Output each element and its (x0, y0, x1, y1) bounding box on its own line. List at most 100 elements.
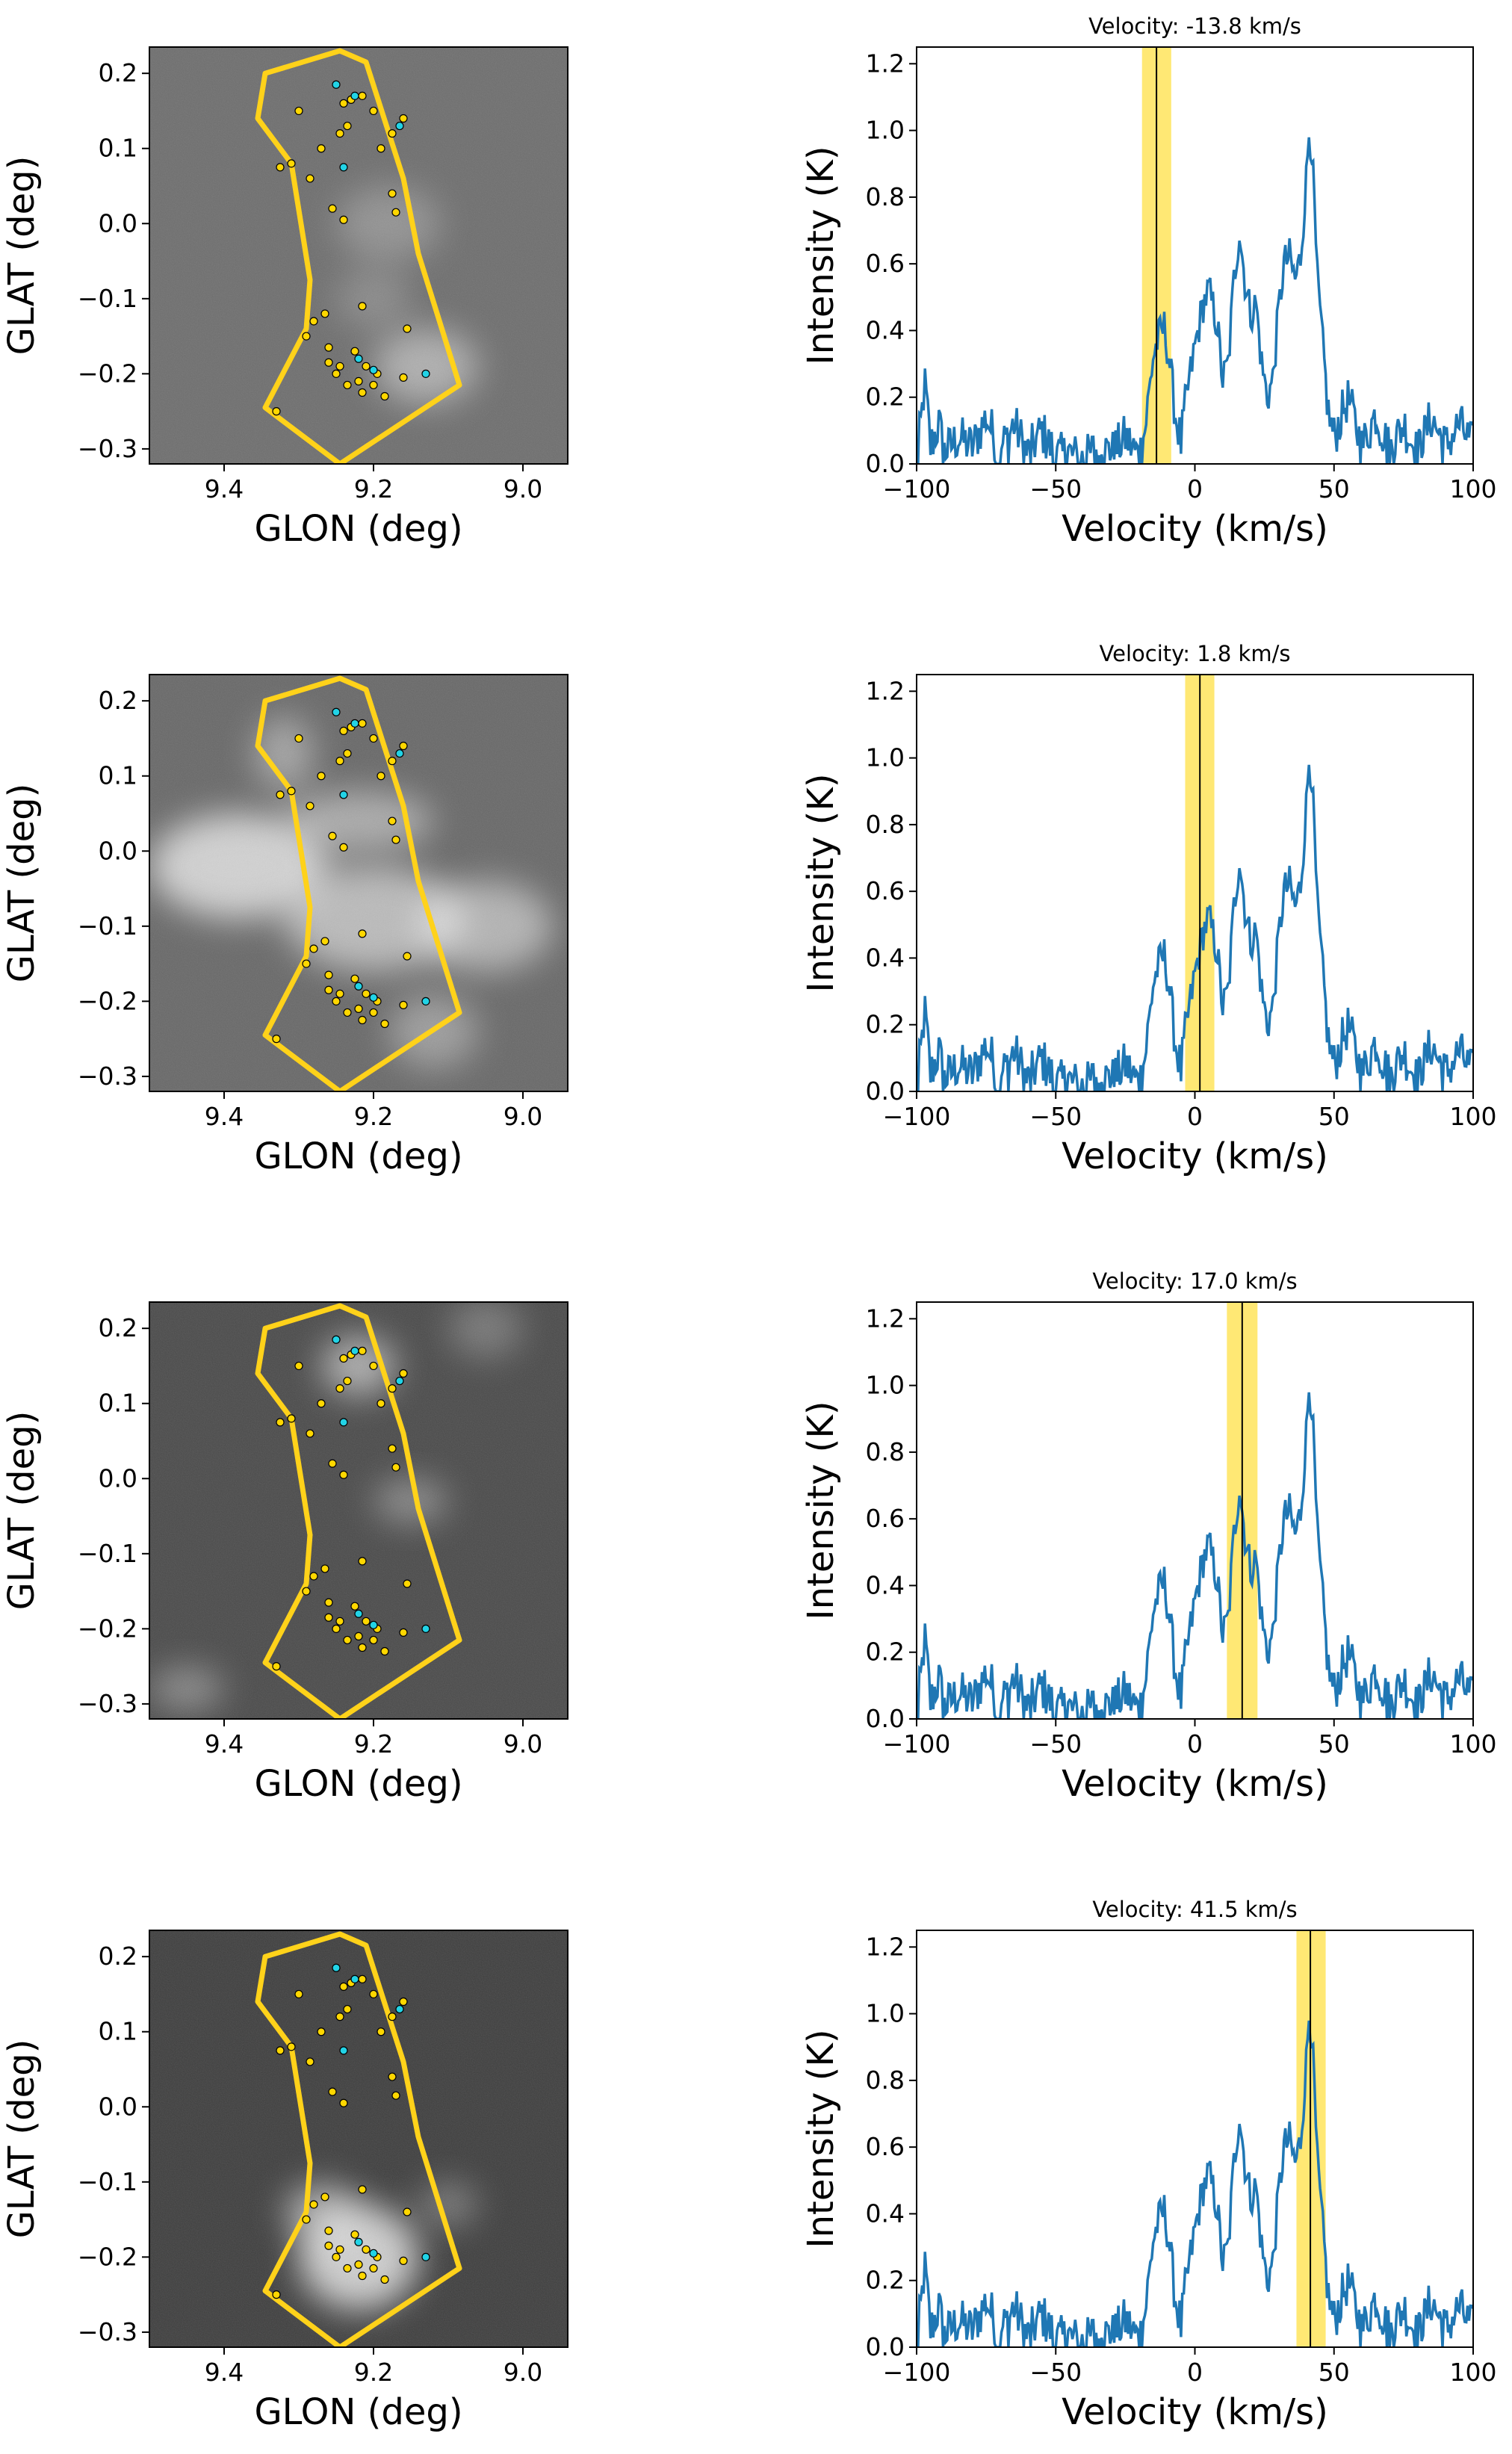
map-frame (149, 46, 568, 465)
source-marker-yellow (399, 1628, 408, 1637)
source-marker-yellow (377, 1399, 385, 1408)
source-marker-yellow (343, 749, 352, 758)
map-ylabel: GLAT (deg) (1, 156, 43, 356)
spectrum-ylabel: Intensity (K) (800, 2029, 842, 2248)
spectrum-xtick-label: −50 (1029, 1102, 1082, 1131)
spectrum-title: Velocity: -13.8 km/s (1088, 13, 1301, 39)
source-marker-yellow (369, 380, 378, 390)
region-outline (255, 48, 462, 464)
source-marker-yellow (328, 1459, 337, 1468)
source-marker-yellow (276, 2046, 285, 2055)
source-marker-yellow (369, 734, 378, 743)
source-marker-yellow (339, 99, 348, 108)
source-marker-cyan (339, 1418, 348, 1427)
map-ytick-label: 0.1 (99, 2017, 137, 2046)
source-marker-yellow (328, 831, 337, 840)
source-marker-yellow (335, 757, 344, 766)
spectrum-xtick-label: −100 (883, 1729, 951, 1759)
source-marker-cyan (395, 2004, 404, 2014)
map-xtick-label: 9.0 (504, 2358, 542, 2387)
source-marker-yellow (388, 1444, 397, 1453)
source-marker-yellow (358, 1346, 367, 1355)
map-ytick-label: −0.3 (78, 434, 137, 463)
source-marker-yellow (343, 1376, 352, 1386)
source-marker-yellow (294, 1361, 303, 1371)
source-marker-yellow (339, 843, 348, 852)
spectrum-ytick-label: 0.4 (866, 943, 905, 972)
map-ytick-label: −0.3 (78, 1689, 137, 1718)
spectrum-ytick-label: 0.6 (866, 1504, 905, 1533)
spectrum-ytick-label: 1.0 (866, 116, 905, 145)
map-ytick-label: 0.0 (99, 836, 137, 865)
spectrum-xtick-label: 100 (1450, 1102, 1497, 1131)
source-marker-yellow (358, 1557, 367, 1566)
source-marker-cyan (421, 1624, 430, 1633)
spectrum-xlabel: Velocity (km/s) (1062, 1135, 1328, 1177)
map-ytick-label: 0.2 (99, 1313, 137, 1342)
source-marker-yellow (317, 1399, 326, 1408)
source-marker-yellow (403, 324, 412, 333)
source-marker-yellow (358, 1015, 367, 1025)
source-marker-yellow (380, 2275, 389, 2284)
source-marker-cyan (369, 993, 378, 1002)
source-marker-yellow (399, 373, 408, 382)
source-marker-yellow (302, 2215, 311, 2224)
source-marker-yellow (399, 1000, 408, 1009)
region-outline (255, 1303, 462, 1719)
map-ylabel: GLAT (deg) (1, 784, 43, 983)
map-image (149, 47, 568, 464)
source-marker-yellow (324, 985, 333, 994)
source-marker-yellow (335, 1384, 344, 1393)
source-marker-cyan (332, 1963, 341, 1972)
source-marker-yellow (388, 817, 397, 825)
spectrum-ytick-label: 1.2 (866, 1932, 905, 1961)
source-marker-yellow (276, 790, 285, 799)
source-marker-yellow (328, 2087, 337, 2096)
map-ytick-label: 0.1 (99, 761, 137, 790)
map-xtick-label: 9.2 (354, 474, 393, 503)
spectrum-xtick-label: −100 (883, 474, 951, 503)
spectrum-xtick-label: −100 (883, 1102, 951, 1131)
map-panel-2: 9.4 9.2 9.0 0.2 0.1 0.0 −0.1 −0.2 −0.3 GLON (deg)… (1, 674, 568, 1177)
source-marker-yellow (309, 944, 318, 953)
spectrum-panel-2: −100 −50 0 50 100 0.0 0.2 0.4 0.6 0.8 1.0 1.2 Veloci… (800, 641, 1497, 1177)
source-marker-yellow (272, 2290, 281, 2299)
spectrum-series (917, 137, 1473, 464)
spectrum-xlabel: Velocity (km/s) (1062, 2391, 1328, 2433)
spectrum-ytick-label: 0.0 (866, 449, 905, 478)
source-marker-cyan (350, 719, 359, 728)
spectrum-xtick-label: −50 (1029, 1729, 1082, 1759)
source-marker-yellow (358, 2185, 367, 2194)
map-frame (149, 674, 568, 1092)
source-marker-yellow (324, 1598, 333, 1607)
source-marker-yellow (272, 1662, 281, 1671)
source-marker-yellow (287, 159, 296, 168)
spectrum-ytick-label: 0.4 (866, 2199, 905, 2228)
source-marker-yellow (343, 2264, 352, 2273)
source-marker-yellow (354, 377, 363, 386)
map-ylabel: GLAT (deg) (1, 2039, 43, 2239)
spectrum-ytick-label: 0.2 (866, 1010, 905, 1039)
source-marker-yellow (287, 2042, 296, 2051)
spectrum-ytick-label: 0.2 (866, 382, 905, 412)
spectrum-frame (916, 1301, 1474, 1720)
spectrum-ytick-label: 1.2 (866, 676, 905, 705)
source-marker-yellow (358, 388, 367, 397)
source-marker-yellow (388, 129, 397, 138)
source-marker-yellow (358, 1974, 367, 1983)
source-marker-yellow (294, 734, 303, 743)
map-noise (149, 675, 568, 1091)
source-marker-cyan (369, 2249, 378, 2258)
map-ytick-label: −0.2 (78, 359, 137, 388)
source-marker-yellow (332, 1624, 341, 1633)
spectrum-ytick-label: 0.0 (866, 2332, 905, 2361)
source-marker-yellow (343, 380, 352, 390)
source-marker-cyan (354, 982, 363, 991)
source-marker-yellow (332, 997, 341, 1006)
spectrum-ytick-label: 1.2 (866, 1304, 905, 1333)
source-marker-cyan (350, 1346, 359, 1355)
map-ytick-label: −0.3 (78, 2317, 137, 2346)
source-marker-yellow (354, 1632, 363, 1641)
source-marker-cyan (350, 91, 359, 100)
source-marker-yellow (403, 952, 412, 961)
